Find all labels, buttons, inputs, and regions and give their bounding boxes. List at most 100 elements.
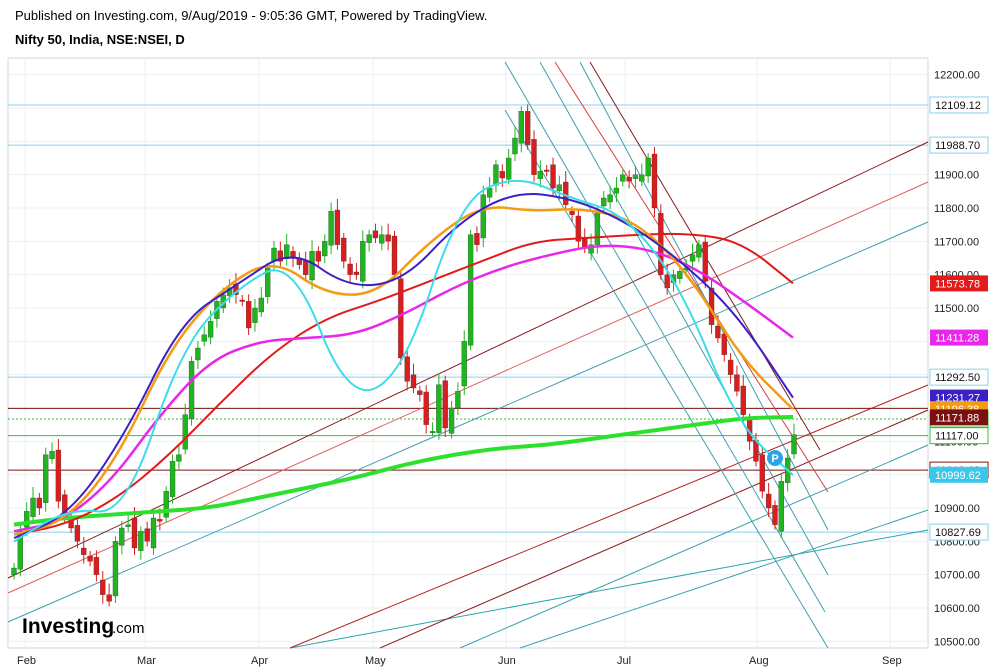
y-tick-label: 11800.00 — [934, 203, 979, 215]
candle-body — [442, 380, 448, 429]
candle-body — [715, 325, 721, 339]
candle-body — [398, 278, 404, 359]
candle-body — [201, 334, 207, 342]
candle-body — [169, 461, 176, 497]
logo-text: Investing — [22, 615, 114, 638]
y-tick-label: 10900.00 — [934, 503, 980, 515]
price-tag-label: 11411.28 — [935, 333, 979, 345]
marker-p-circle[interactable] — [767, 450, 783, 466]
candle-body — [664, 274, 670, 289]
candle-body — [721, 333, 727, 355]
candle-body — [284, 244, 290, 259]
candle-body — [645, 157, 651, 177]
candle-body — [512, 137, 518, 155]
candle-body — [601, 197, 607, 207]
candle-body — [740, 385, 746, 415]
candle-body — [448, 407, 455, 434]
y-tick-label: 11500.00 — [934, 303, 979, 315]
candle-body — [30, 497, 36, 517]
level-label: 10827.69 — [935, 527, 981, 539]
candle-body — [620, 174, 626, 182]
trendline — [289, 529, 929, 649]
y-tick-label: 10600.00 — [934, 603, 980, 615]
candle-body — [353, 271, 360, 275]
trendline — [579, 61, 829, 531]
candle-body — [360, 241, 366, 282]
candle-body — [372, 230, 379, 239]
candle-body — [106, 594, 112, 602]
candle-body — [404, 356, 410, 382]
candle-body — [474, 233, 480, 245]
candle-body — [626, 177, 632, 182]
x-tick-label: Feb — [17, 655, 36, 667]
x-tick-label: Sep — [882, 655, 902, 667]
level-label: 11117.00 — [935, 431, 978, 443]
candle-body — [347, 263, 353, 275]
grid — [8, 58, 928, 648]
candle-body — [759, 454, 765, 492]
x-tick-label: Aug — [749, 655, 769, 667]
candle-body — [423, 391, 429, 425]
candle-body — [734, 374, 740, 392]
x-axis: Feb Mar Apr May Jun Jul Aug Sep — [17, 655, 902, 667]
candle-body — [11, 567, 17, 575]
logo-suffix: .com — [112, 620, 145, 637]
candle-body — [429, 431, 436, 433]
candle-body — [651, 153, 658, 209]
trendline — [7, 221, 929, 623]
candle-body — [87, 555, 93, 562]
level-label: 12109.12 — [935, 100, 981, 112]
candle-body — [613, 187, 620, 194]
candle-body — [322, 241, 328, 257]
candle-body — [157, 519, 163, 522]
candle-body — [677, 271, 683, 279]
y-tick-label: 11900.00 — [934, 170, 979, 182]
moving-averages — [13, 179, 794, 543]
candle-body — [100, 579, 106, 595]
candle-body — [480, 194, 486, 239]
candle-body — [150, 517, 157, 549]
candle-body — [525, 111, 531, 145]
candle-body — [163, 491, 169, 518]
candle-body — [505, 157, 512, 180]
candle-body — [461, 341, 467, 387]
candle-body — [689, 254, 696, 262]
candle-body — [36, 497, 43, 509]
x-tick-label: Mar — [137, 655, 156, 667]
trendline — [379, 409, 929, 649]
candle-body — [81, 547, 87, 555]
candle-body — [366, 234, 372, 243]
y-tick-label: 11700.00 — [934, 236, 979, 248]
trendline — [539, 61, 829, 576]
line-ma-cyan — [13, 179, 794, 543]
candles — [11, 104, 797, 607]
candle-body — [74, 525, 81, 542]
candle-body — [493, 164, 499, 186]
plot-frame — [7, 57, 929, 649]
candle-body — [239, 299, 245, 302]
candle-body — [334, 209, 341, 245]
level-label-box — [929, 96, 989, 114]
candle-body — [265, 267, 271, 297]
trendline — [459, 444, 929, 649]
candle-body — [575, 215, 582, 242]
candle-body — [486, 187, 493, 198]
x-tick-label: Apr — [251, 655, 268, 667]
candle-body — [696, 244, 702, 258]
candle-body — [588, 244, 594, 254]
price-tag-box — [930, 275, 988, 292]
candle-body — [531, 139, 537, 175]
candle-body — [182, 414, 188, 450]
candle-body — [49, 451, 55, 459]
candle-body — [24, 511, 30, 528]
candle-body — [639, 174, 645, 182]
marker-p[interactable]: P — [767, 450, 783, 466]
candle-body — [296, 259, 303, 265]
candle-body — [410, 374, 417, 389]
candle-body — [138, 531, 144, 551]
price-tags: 12109.1211988.7011292.5011166.9411117.00… — [929, 96, 989, 541]
price-tag-box — [930, 329, 988, 346]
candle-body — [277, 250, 283, 262]
marker-p-text: P — [771, 453, 778, 465]
